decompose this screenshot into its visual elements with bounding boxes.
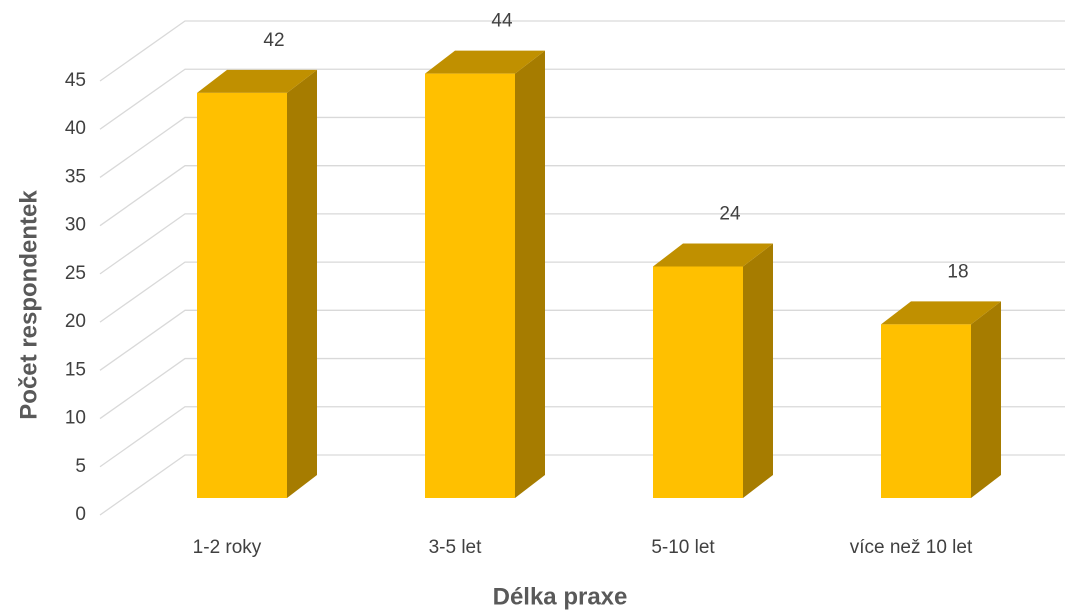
y-axis-title: Počet respondentek xyxy=(15,190,42,420)
grid-line xyxy=(99,213,1065,275)
data-label: 44 xyxy=(491,11,513,32)
bar-front xyxy=(881,324,971,498)
bar-side xyxy=(743,243,773,498)
bar-front xyxy=(653,266,743,498)
data-label: 18 xyxy=(947,261,968,282)
x-axis-title: Délka praxe xyxy=(493,583,628,610)
bar xyxy=(197,69,317,498)
bar-front xyxy=(425,73,515,499)
bar-side xyxy=(515,50,545,499)
y-tick-label: 45 xyxy=(65,70,86,91)
grid-line xyxy=(99,20,1065,82)
y-tick-label: 20 xyxy=(65,311,86,332)
y-tick-label: 5 xyxy=(75,456,86,477)
bar xyxy=(881,301,1001,498)
y-tick-label: 10 xyxy=(65,408,86,429)
bar-front xyxy=(197,92,287,498)
data-label: 42 xyxy=(263,30,284,51)
bar-top xyxy=(653,243,773,267)
bar xyxy=(653,243,773,498)
y-tick-label: 15 xyxy=(65,359,86,380)
bar-side xyxy=(287,69,317,498)
grid-line xyxy=(99,165,1065,227)
x-tick-label: více než 10 let xyxy=(850,537,973,558)
bar-top xyxy=(425,50,545,74)
grid-line xyxy=(99,68,1065,130)
y-tick-label: 25 xyxy=(65,263,86,284)
bar xyxy=(425,50,545,499)
x-tick-label: 1-2 roky xyxy=(193,537,262,558)
grid-line xyxy=(99,116,1065,178)
y-tick-label: 35 xyxy=(65,166,86,187)
data-label: 24 xyxy=(719,204,741,225)
y-tick-label: 0 xyxy=(75,504,86,525)
x-tick-label: 5-10 let xyxy=(651,537,715,558)
bar-top xyxy=(197,69,317,93)
bar-side xyxy=(971,301,1001,498)
x-tick-label: 3-5 let xyxy=(429,537,483,558)
bar-top xyxy=(881,301,1001,325)
y-tick-label: 30 xyxy=(65,215,86,236)
y-tick-label: 40 xyxy=(65,118,86,139)
